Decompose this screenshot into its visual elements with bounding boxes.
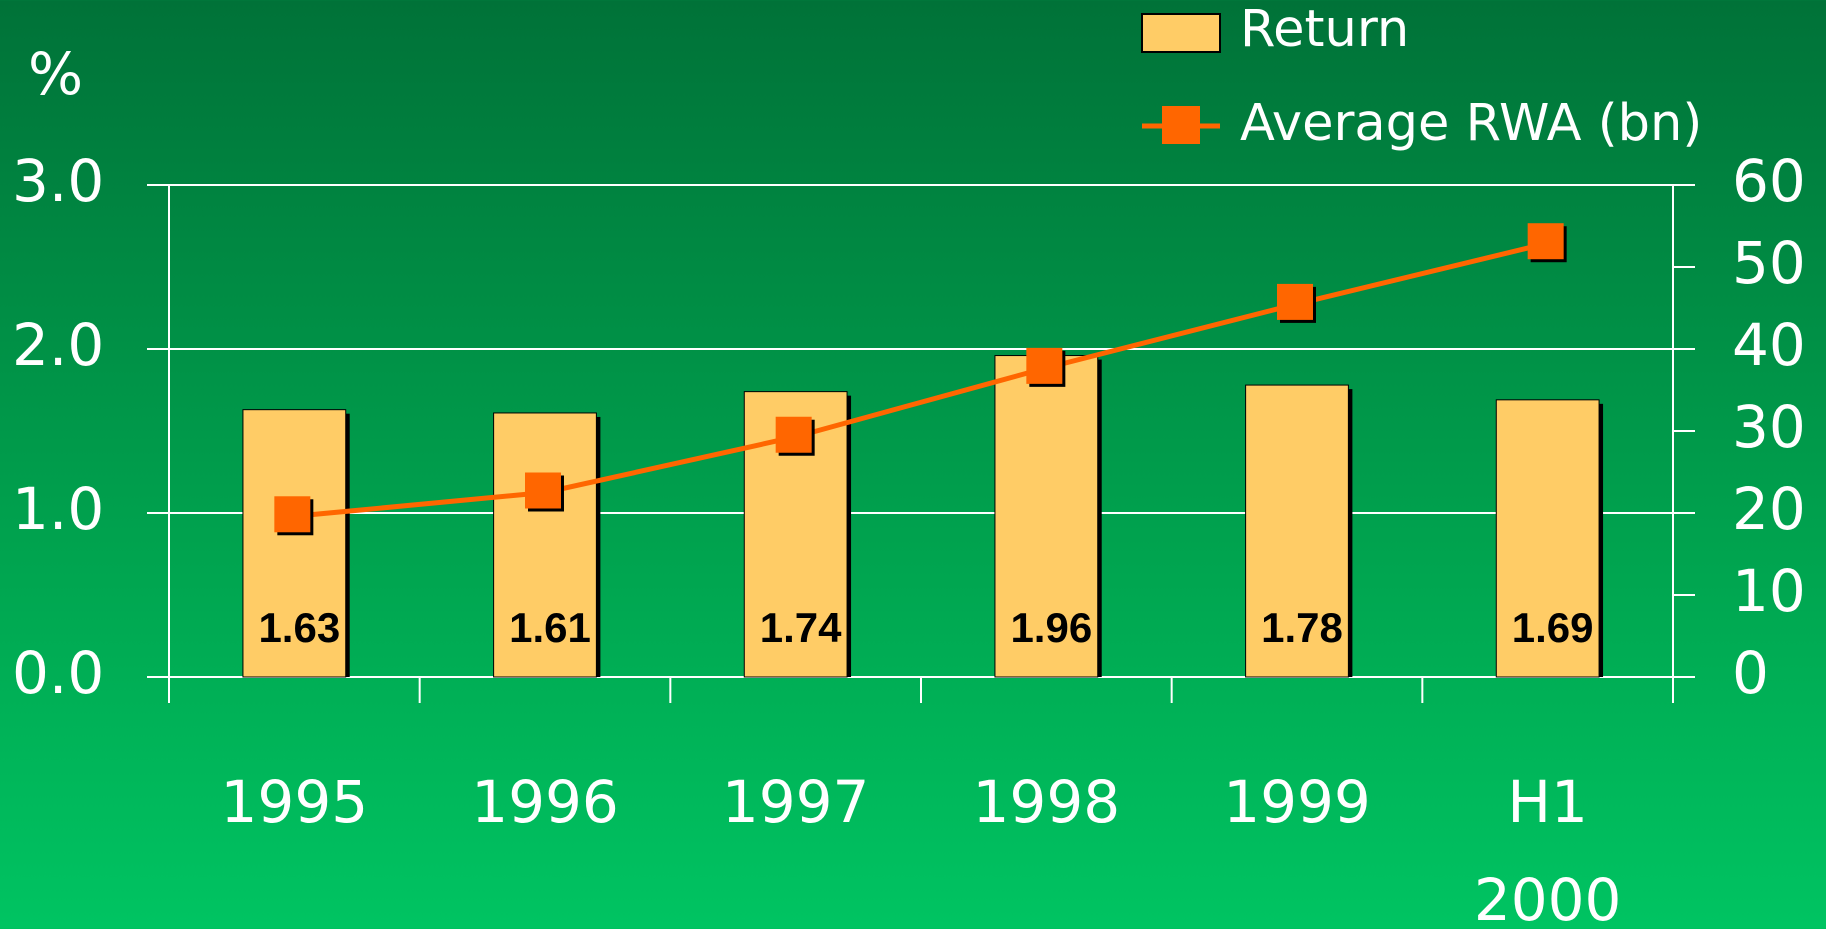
bar bbox=[994, 355, 1099, 678]
data-label: 1.63 bbox=[258, 604, 340, 651]
data-label: 1.74 bbox=[760, 604, 842, 651]
bar bbox=[1495, 399, 1600, 678]
y2-tick-label: 60 bbox=[1732, 147, 1806, 215]
line bbox=[294, 240, 1549, 519]
y2-tick-label: 20 bbox=[1732, 475, 1806, 543]
y2-tick-label: 50 bbox=[1732, 229, 1806, 297]
x-tick-label: H1 2000 bbox=[1473, 768, 1622, 929]
marker bbox=[1277, 283, 1313, 320]
x-tick-label: 1999 bbox=[1223, 768, 1371, 836]
x-tick-label: 1996 bbox=[471, 768, 619, 836]
data-label: 1.69 bbox=[1512, 604, 1594, 651]
x-tick-label: 1998 bbox=[972, 768, 1121, 836]
y-axis-label: % bbox=[28, 40, 83, 108]
legend-label: Return bbox=[1240, 0, 1409, 59]
legend-label: Average RWA (bn) bbox=[1240, 94, 1702, 153]
marker bbox=[525, 472, 561, 509]
x-tick-label: 1997 bbox=[721, 768, 870, 836]
x-tick-label: 1995 bbox=[220, 768, 369, 836]
y2-tick-label: 0 bbox=[1732, 639, 1769, 707]
legend-swatch bbox=[1141, 13, 1221, 53]
data-label: 1.78 bbox=[1261, 604, 1343, 651]
y2-tick-label: 40 bbox=[1732, 311, 1806, 379]
legend-marker bbox=[1162, 106, 1200, 144]
marker bbox=[1026, 347, 1063, 384]
marker bbox=[1527, 223, 1564, 260]
y-tick-label: 1.0 bbox=[12, 475, 104, 543]
data-label: 1.96 bbox=[1010, 604, 1092, 651]
y2-tick-label: 30 bbox=[1732, 393, 1806, 461]
data-label: 1.61 bbox=[509, 604, 591, 651]
bar bbox=[1245, 384, 1349, 678]
marker bbox=[274, 496, 311, 533]
bar bbox=[242, 409, 347, 678]
y-tick-label: 0.0 bbox=[12, 639, 104, 707]
y-tick-label: 3.0 bbox=[12, 147, 104, 215]
marker bbox=[775, 416, 812, 453]
y-tick-label: 2.0 bbox=[12, 311, 104, 379]
y2-tick-label: 10 bbox=[1732, 557, 1806, 625]
bar bbox=[493, 412, 597, 678]
